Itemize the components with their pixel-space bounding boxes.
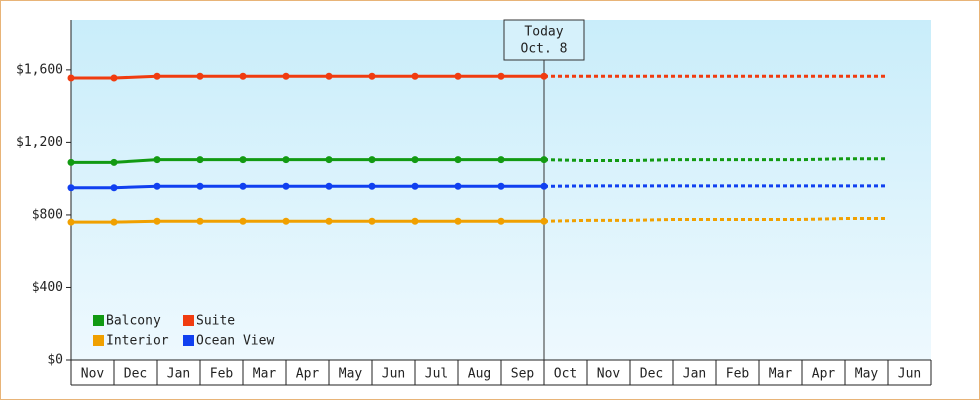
point [325, 156, 333, 164]
point [153, 72, 161, 80]
point [540, 182, 548, 190]
x-tick-label: Dec [640, 367, 663, 382]
point [282, 72, 290, 80]
history-line [71, 184, 544, 190]
point [454, 182, 462, 190]
point [239, 182, 247, 190]
point [196, 217, 204, 225]
x-tick-label: Aug [468, 367, 491, 382]
point [540, 156, 548, 164]
point [540, 217, 548, 225]
x-tick-label: Dec [124, 367, 147, 382]
point [67, 184, 75, 192]
point [153, 156, 161, 164]
x-tick-label: Mar [253, 367, 277, 382]
point [239, 217, 247, 225]
x-tick-label: Jul [425, 367, 448, 382]
point [67, 74, 75, 82]
point [497, 217, 505, 225]
history-line [71, 158, 544, 164]
point [368, 72, 376, 80]
x-tick-label: Apr [296, 367, 320, 382]
forecast-connector [543, 218, 588, 223]
x-tick-label: Jun [382, 367, 405, 382]
point [497, 72, 505, 80]
forecast-line [587, 217, 888, 222]
point [411, 156, 419, 164]
legend-label: Balcony [106, 314, 161, 329]
point [454, 156, 462, 164]
point [282, 182, 290, 190]
forecast-line [587, 157, 888, 163]
legend-swatch [183, 335, 194, 346]
legend-label: Ocean View [196, 334, 274, 349]
x-tick-label: Feb [210, 367, 234, 382]
point [239, 156, 247, 164]
legend-swatch [93, 335, 104, 346]
point [497, 156, 505, 164]
x-tick-label: Nov [81, 367, 105, 382]
y-tick-label: $400 [32, 280, 63, 295]
point [368, 182, 376, 190]
point [368, 217, 376, 225]
point [411, 217, 419, 225]
point [196, 156, 204, 164]
point [110, 218, 118, 226]
point [540, 72, 548, 80]
x-tick-label: Mar [769, 367, 793, 382]
legend-swatch [93, 315, 104, 326]
x-tick-label: Oct [554, 367, 577, 382]
x-tick-label: May [855, 367, 879, 382]
y-tick-label: $0 [47, 353, 63, 368]
point [67, 158, 75, 166]
point [110, 184, 118, 192]
x-tick-label: Nov [597, 367, 621, 382]
today-date: Oct. 8 [521, 42, 568, 57]
point [454, 72, 462, 80]
today-title: Today [524, 25, 563, 40]
legend-swatch [183, 315, 194, 326]
plot-area [71, 20, 931, 360]
x-tick-label: Jun [898, 367, 921, 382]
point [153, 182, 161, 190]
point [454, 217, 462, 225]
point [282, 217, 290, 225]
x-tick-label: Jan [683, 367, 706, 382]
point [282, 156, 290, 164]
x-tick-label: Sep [511, 367, 535, 382]
point [196, 72, 204, 80]
x-tick-label: Jan [167, 367, 190, 382]
x-tick-label: May [339, 367, 363, 382]
history-line [71, 219, 544, 224]
y-tick-label: $1,600 [16, 62, 63, 77]
point [325, 217, 333, 225]
point [368, 156, 376, 164]
legend-label: Interior [106, 334, 169, 349]
point [110, 74, 118, 82]
point [325, 182, 333, 190]
today-box [503, 19, 585, 61]
forecast-connector [543, 158, 588, 163]
point [196, 182, 204, 190]
x-tick-label: Feb [726, 367, 750, 382]
y-tick-label: $1,200 [16, 135, 63, 150]
point [411, 72, 419, 80]
legend-label: Suite [196, 314, 235, 329]
point [325, 72, 333, 80]
point [67, 218, 75, 226]
point [153, 217, 161, 225]
history-line [71, 74, 544, 80]
point [239, 72, 247, 80]
x-tick-label: Apr [812, 367, 836, 382]
point [411, 182, 419, 190]
y-tick-label: $800 [32, 207, 63, 222]
point [497, 182, 505, 190]
point [110, 158, 118, 166]
